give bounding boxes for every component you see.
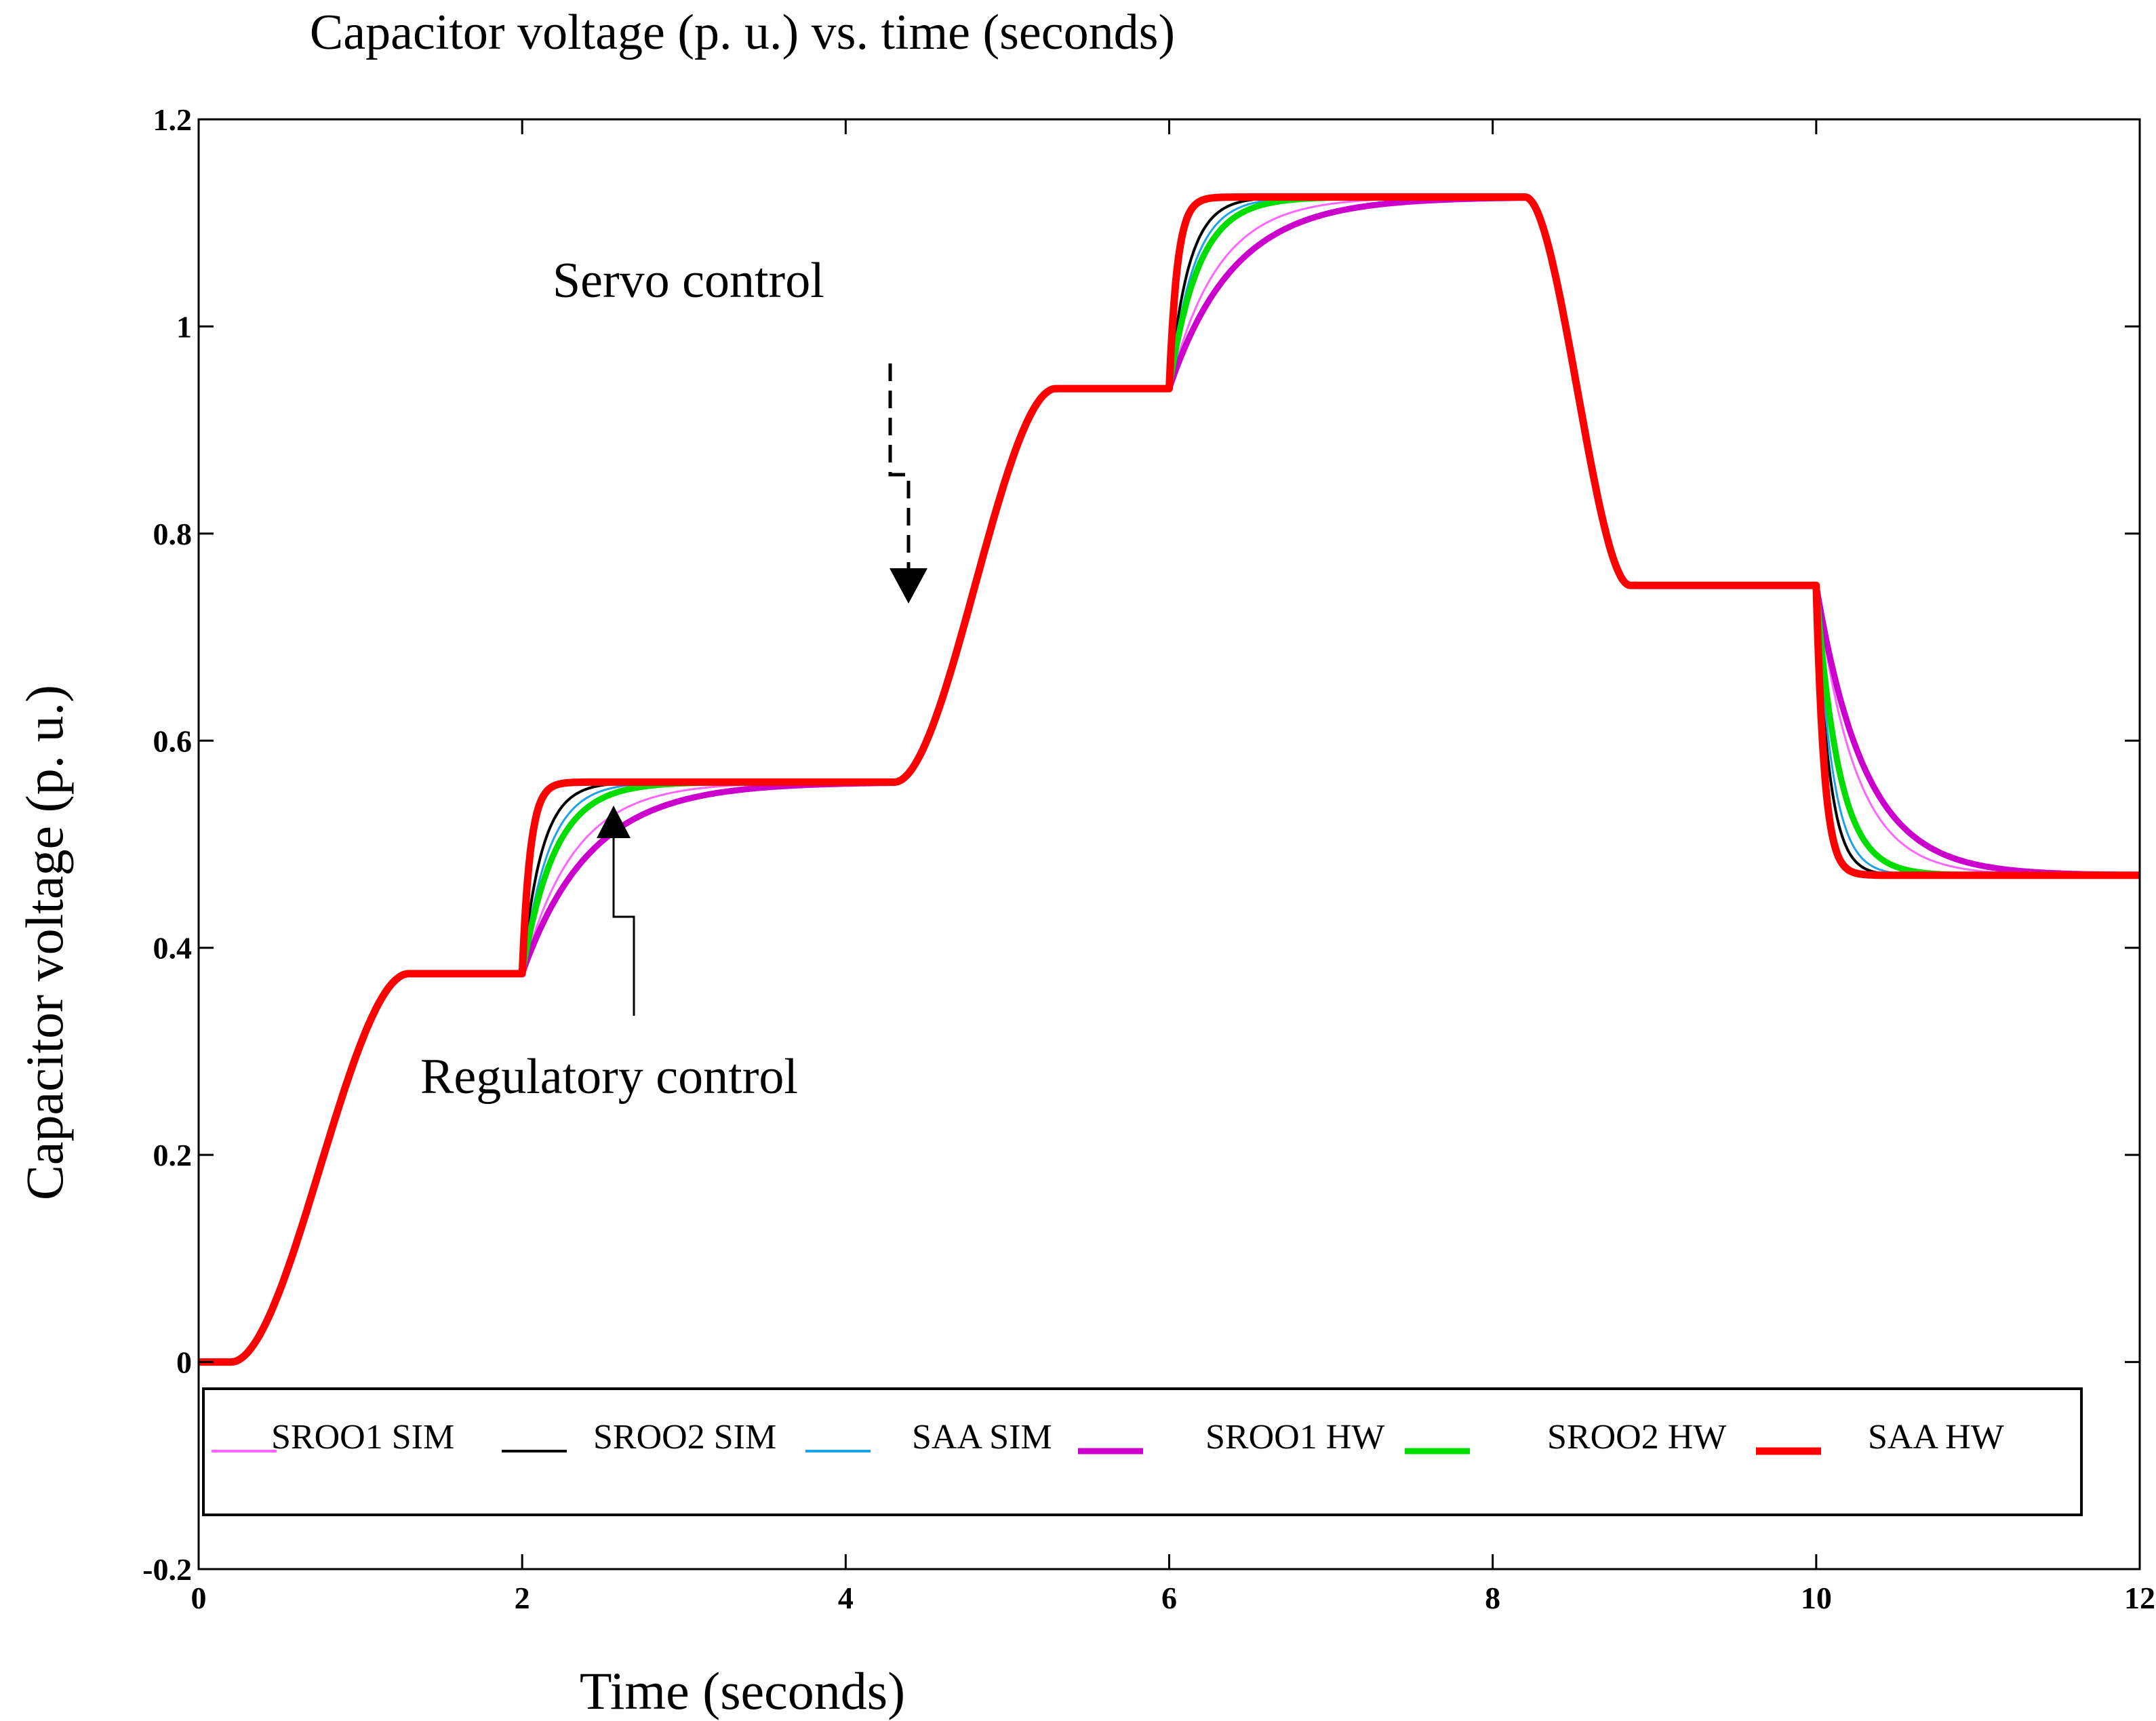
legend-label: SAA SIM: [912, 1418, 1052, 1457]
y-tick-label: -0.2: [142, 1552, 192, 1587]
y-axis-label: Capacitor voltage (p. u.): [15, 685, 74, 1200]
servo-control-label: Servo control: [553, 253, 824, 309]
legend-label: SROO1 HW: [1205, 1418, 1384, 1457]
x-axis-label: Time (seconds): [580, 1661, 905, 1720]
y-tick-label: 0.6: [153, 724, 193, 758]
y-tick-label: 0.2: [153, 1138, 193, 1172]
y-tick-label: 0.8: [153, 517, 193, 551]
y-tick-label: 1: [176, 309, 192, 344]
regulatory-control-label: Regulatory control: [420, 1049, 798, 1105]
series-saa-hw: [196, 193, 2142, 1366]
x-tick-label: 2: [515, 1581, 530, 1615]
x-tick-label: 10: [1801, 1581, 1832, 1615]
legend-label: SROO1 SIM: [271, 1418, 454, 1457]
y-tick-label: 0.4: [153, 931, 193, 966]
y-tick-label: 1.2: [153, 102, 193, 137]
legend-label: SROO2 HW: [1547, 1418, 1726, 1457]
chart-title: Capacitor voltage (p. u.) vs. time (seco…: [310, 5, 1175, 60]
regulatory-arrow-head: [597, 806, 631, 838]
y-tick-label: 0: [176, 1345, 192, 1380]
servo-arrow-line: [888, 363, 911, 568]
x-tick-label: 4: [838, 1581, 854, 1615]
legend-items: SROO1 SIM SROO2 SIM SAA SIM SROO1 HW SROO2 H…: [212, 1418, 2004, 1457]
axis-ticks: 0 2 4 6 8 10 12-0.200.20.40.60.811.2: [142, 102, 2155, 1615]
regulatory-arrow-line: [612, 834, 635, 1016]
regulatory-annotation: Regulatory control: [420, 806, 798, 1105]
x-tick-label: 8: [1485, 1581, 1500, 1615]
legend: SROO1 SIM SROO2 SIM SAA SIM SROO1 HW SROO2 H…: [202, 1387, 2083, 1516]
servo-arrow-head: [890, 568, 927, 604]
x-tick-label: 12: [2124, 1581, 2155, 1615]
x-tick-label: 6: [1161, 1581, 1177, 1615]
x-tick-label: 0: [191, 1581, 207, 1615]
legend-label: SROO2 SIM: [593, 1418, 776, 1457]
legend-label: SAA HW: [1868, 1418, 2004, 1457]
series-layer: [196, 193, 2142, 1366]
servo-annotation: Servo control: [553, 253, 927, 604]
